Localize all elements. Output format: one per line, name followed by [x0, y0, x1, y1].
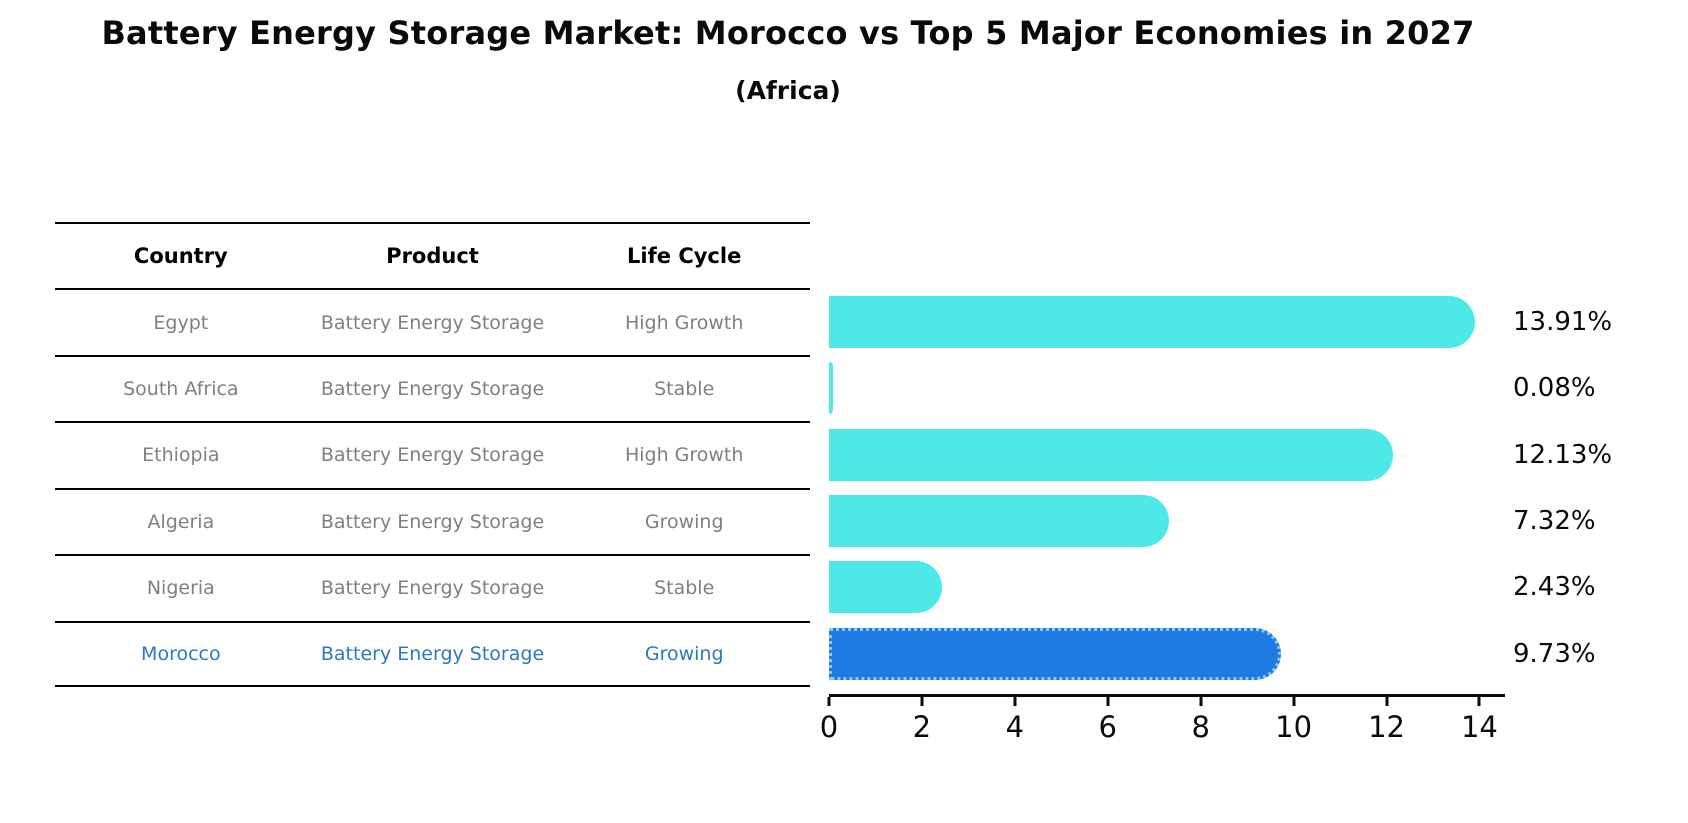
bar-row: [829, 621, 1505, 687]
product-cell: Battery Energy Storage: [320, 311, 545, 334]
x-axis: 0 2 4 6 8 10 12 14: [820, 694, 1505, 754]
value-label-ethiopia: 12.13%: [1513, 439, 1613, 470]
lifecycle-cell: Stable: [654, 577, 715, 600]
value-label-algeria: 7.32%: [1513, 506, 1596, 537]
product-cell: Battery Energy Storage: [320, 510, 545, 533]
product-cell: Battery Energy Storage: [320, 642, 545, 665]
bar-morocco: [829, 627, 1282, 680]
product-cell: Battery Energy Storage: [320, 577, 545, 600]
x-axis-tick: [1477, 697, 1481, 706]
x-axis-tick-label: 10: [1275, 710, 1313, 744]
chart-subtitle: (Africa): [735, 76, 841, 105]
column-header-life-cycle: Life Cycle: [627, 244, 742, 269]
x-axis-line: [829, 694, 1505, 697]
bar-chart-area: [829, 289, 1505, 687]
country-cell: South Africa: [123, 378, 239, 401]
x-axis-tick: [1292, 697, 1296, 706]
x-axis-tick-label: 14: [1460, 710, 1498, 744]
bar-algeria: [829, 495, 1170, 548]
bar-row: [829, 488, 1505, 554]
country-cell: Algeria: [147, 510, 215, 533]
x-axis-tick: [1199, 697, 1203, 706]
bar-row: [829, 355, 1505, 421]
country-cell: Egypt: [153, 311, 209, 334]
column-header-country: Country: [133, 244, 228, 269]
title-block: Battery Energy Storage Market: Morocco v…: [20, 0, 1556, 105]
x-axis-tick-label: 6: [1098, 710, 1117, 744]
product-cell: Battery Energy Storage: [320, 444, 545, 467]
country-cell: Nigeria: [146, 577, 215, 600]
country-cell: Ethiopia: [142, 444, 220, 467]
table-row-morocco: Morocco Battery Energy Storage Growing: [55, 620, 810, 687]
table-row-algeria: Algeria Battery Energy Storage Growing: [55, 487, 810, 554]
value-label-egypt: 13.91%: [1513, 307, 1613, 338]
x-axis-tick: [1013, 697, 1017, 706]
x-axis-tick: [1106, 697, 1110, 706]
lifecycle-cell: Stable: [654, 378, 715, 401]
table-row-nigeria: Nigeria Battery Energy Storage Stable: [55, 554, 810, 620]
value-labels: 13.91% 0.08% 12.13% 7.32% 2.43% 9.73%: [1513, 289, 1683, 687]
value-label-south-africa: 0.08%: [1513, 373, 1596, 404]
bar-nigeria: [829, 561, 942, 614]
table-row-south-africa: South Africa Battery Energy Storage Stab…: [55, 354, 810, 421]
x-axis-tick: [1385, 697, 1389, 706]
x-axis-tick-label: 8: [1191, 710, 1210, 744]
table-row-egypt: Egypt Battery Energy Storage High Growth: [55, 288, 810, 354]
x-axis-tick-label: 0: [819, 710, 839, 744]
x-axis-tick: [827, 697, 831, 706]
bar-row: [829, 554, 1505, 620]
value-label-nigeria: 2.43%: [1513, 572, 1596, 603]
table-header-row: Country Product Life Cycle: [55, 222, 810, 288]
bar-row: [829, 289, 1505, 355]
bar-ethiopia: [829, 428, 1393, 481]
table-row-ethiopia: Ethiopia Battery Energy Storage High Gro…: [55, 421, 810, 487]
product-cell: Battery Energy Storage: [320, 378, 545, 401]
lifecycle-cell: Growing: [644, 642, 724, 665]
bar-row: [829, 422, 1505, 488]
x-axis-tick-label: 12: [1368, 710, 1405, 744]
lifecycle-cell: High Growth: [624, 444, 744, 467]
bar-south-africa: [829, 362, 833, 415]
x-axis-tick-label: 2: [912, 710, 932, 744]
lifecycle-cell: High Growth: [624, 311, 744, 334]
x-axis-tick: [920, 697, 924, 706]
x-axis-tick-label: 4: [1005, 710, 1025, 744]
bar-egypt: [829, 296, 1476, 349]
country-cell: Morocco: [141, 642, 221, 665]
chart-title: Battery Energy Storage Market: Morocco v…: [101, 14, 1475, 52]
value-label-morocco: 9.73%: [1513, 638, 1596, 669]
column-header-product: Product: [386, 244, 479, 269]
comparison-table: Country Product Life Cycle Egypt Battery…: [55, 222, 810, 687]
lifecycle-cell: Growing: [644, 510, 724, 533]
